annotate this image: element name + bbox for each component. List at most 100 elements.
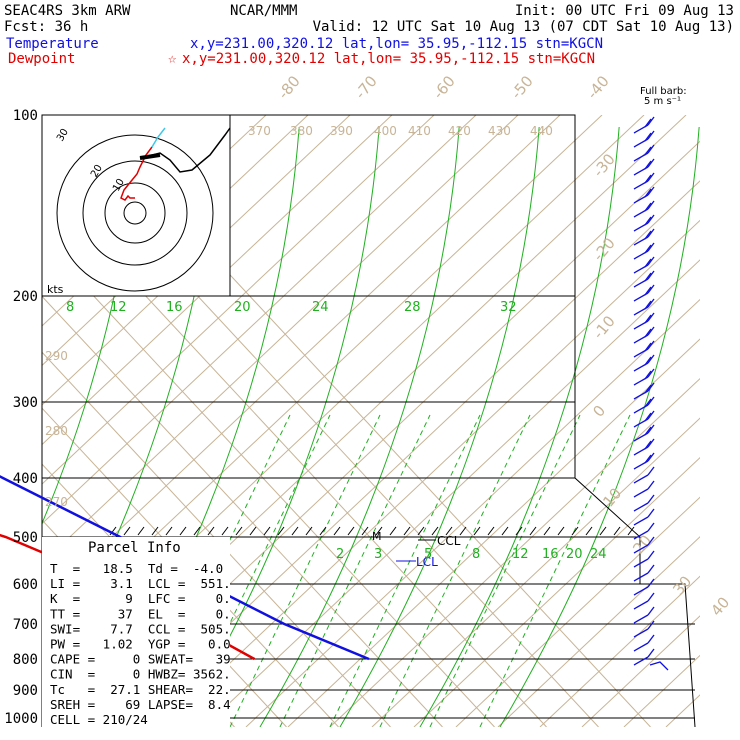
wind-barb [633,284,655,302]
dry-adiabat-line [42,115,519,564]
pressure-tick-label: 900 [13,683,38,699]
hatch-mark [501,526,509,536]
pressure-tick-label: 600 [13,577,38,593]
wind-barb [633,158,655,176]
dry-adiabat-line [581,615,700,727]
plot-frame [42,114,696,728]
hatch-mark [627,526,635,536]
hatch-mark [193,526,201,536]
wind-barb [633,620,655,638]
hodograph-ring [56,134,214,292]
hatch-mark [543,526,551,536]
parcel-row: PW = 1.02 YGP = 0.0 [50,637,231,652]
lcl-marker: LCL [416,555,438,569]
hodograph-mid-trace [151,127,166,148]
hatch-mark [291,526,299,536]
wind-barb [633,536,655,554]
temperature-trace [0,475,370,661]
dewpoint-star-icon: ☆ [168,51,177,67]
wind-barb [633,214,655,232]
wind-barb [633,634,655,652]
ccl-marker: CCL [437,534,461,548]
dry-adiabat-line [42,115,351,406]
mixing-ratio-label: 8 [66,300,74,315]
hatch-mark [249,526,257,536]
dry-adiabat-line [329,377,700,727]
wind-barb [633,270,655,288]
mean-marker: M [372,530,382,543]
wind-barb [633,340,655,358]
hodograph-low-trace [120,146,153,201]
hatch-mark [585,526,593,536]
hatch-mark [599,526,607,536]
hatch-mark [375,526,383,536]
isotherm-label: 10 [599,484,625,510]
hatch-mark [431,526,439,536]
wind-barb [633,550,655,568]
hatch-mark [319,526,327,536]
isotherm-label: -70 [351,72,381,102]
mixing-ratio-label: 16 [542,547,559,562]
wind-barb [633,368,655,386]
dry-adiabat-line [42,115,561,604]
isotherm-label: -40 [583,72,613,102]
theta-label: 420 [448,124,471,138]
isotherm-line [42,295,443,727]
wind-barb [633,116,655,134]
hatch-mark [417,526,425,536]
mixing-ratio-line [379,414,531,727]
dry-adiabat-line [455,496,700,727]
isotherm-line [42,351,391,727]
dry-adiabat-line [0,115,14,727]
pressure-tick-label: 400 [13,471,38,487]
dewpoint-location: x,y=231.00,320.12 lat,lon= 35.95,-112.15… [182,51,595,67]
dewpoint-legend: Dewpoint [8,51,75,67]
pressure-tick-label: 100 [13,108,38,124]
hatch-mark [487,526,495,536]
isotherm-label: 0 [589,402,609,421]
isotherm-line [42,239,495,727]
isotherm-label: -80 [274,72,304,102]
theta-label: 270 [45,495,68,509]
parcel-row: LI = 3.1 LCL = 551. [50,576,231,591]
wind-barb [633,508,655,526]
mixing-ratio-line [279,414,431,727]
hatch-mark [571,526,579,536]
wind-barb [633,578,655,596]
isotherm-label: 30 [669,572,695,598]
parcel-row: CELL = 210/24 [50,712,148,727]
moist-adiabat-line [499,126,700,727]
isotherm-label: -50 [507,72,537,102]
parcel-row: T = 18.5 Td = -4.0 [50,561,223,576]
parcel-info-box: Parcel Info T = 18.5 Td = -4.0LI = 3.1 L… [42,537,231,727]
parcel-row: SWI= 7.7 CCL = 505. [50,621,231,636]
wind-barb [633,494,655,512]
hatch-mark [557,526,565,536]
hatch-mark [165,526,173,536]
wind-barb [633,522,655,540]
hatch-mark [529,526,537,536]
hodograph-inset: 10 20 30 kts [41,114,231,297]
wind-barb [633,438,655,456]
wind-barb [633,396,655,414]
theta-label: 280 [45,424,68,438]
hatch-mark [263,526,271,536]
wind-barb [633,452,655,470]
hatch-mark [403,526,411,536]
hodograph-bold-segment [139,153,161,160]
dry-adiabat-line [371,417,700,727]
hatch-mark [277,526,285,536]
hatch-mark [445,526,453,536]
pressure-tick-label: 500 [13,530,38,546]
pressure-tick-label: 800 [13,652,38,668]
model-label: SEAC4RS 3km ARW [4,3,131,19]
mixing-ratio-label: 24 [590,547,607,562]
theta-label: 430 [488,124,511,138]
pressure-tick-label: 300 [13,395,38,411]
wind-barb [633,410,655,428]
dry-adiabat-line [161,219,700,727]
theta-label: 290 [45,349,68,363]
wind-barb [633,326,655,344]
theta-label: 380 [290,124,313,138]
